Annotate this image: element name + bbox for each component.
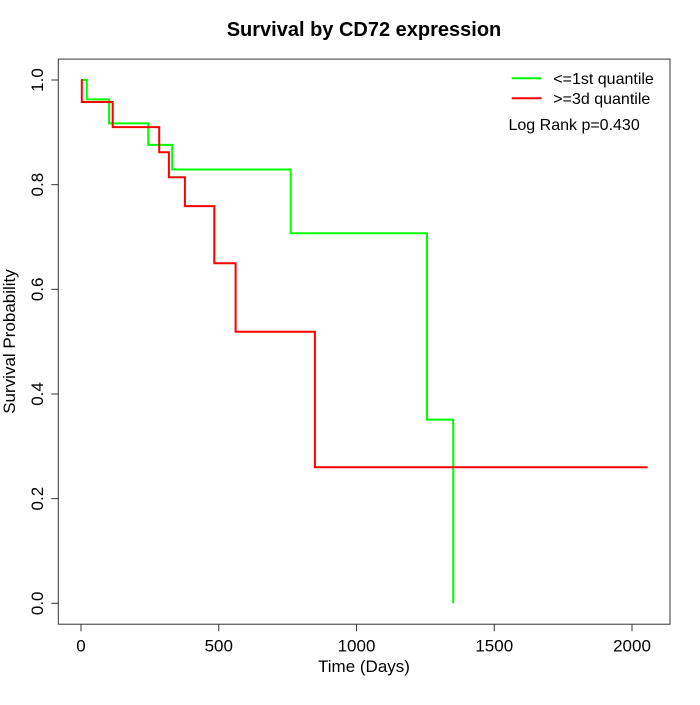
- y-tick-label: 0.0: [28, 591, 47, 615]
- x-axis-ticks: 0 500 1000 1500 2000: [76, 624, 651, 656]
- km-curve-series-0: [81, 79, 455, 604]
- x-tick-label: 0: [76, 637, 85, 656]
- x-tick-label: 1000: [338, 637, 376, 656]
- y-axis-ticks: 0.0 0.2 0.4 0.6 0.8 1.0: [28, 68, 59, 615]
- km-curve-series-1: [80, 79, 648, 469]
- x-tick-label: 500: [205, 637, 233, 656]
- y-axis-label: Survival Probability: [0, 269, 19, 414]
- log-rank-p-value: Log Rank p=0.430: [509, 117, 640, 134]
- y-tick-label: 0.4: [28, 382, 47, 406]
- legend-label-first-quantile: <=1st quantile: [553, 71, 654, 88]
- y-tick-label: 1.0: [28, 68, 47, 92]
- survival-curves: [80, 79, 648, 604]
- legend-label-third-quantile: >=3d quantile: [553, 91, 650, 108]
- plot-box: [57, 58, 671, 625]
- y-tick-label: 0.2: [28, 487, 47, 511]
- y-tick-label: 0.6: [28, 277, 47, 301]
- x-tick-label: 1500: [475, 637, 513, 656]
- x-axis-label: Time (Days): [318, 657, 410, 676]
- chart-title: Survival by CD72 expression: [227, 19, 502, 41]
- legend-line-samples: [511, 77, 542, 100]
- y-tick-label: 0.8: [28, 173, 47, 197]
- x-tick-label: 2000: [613, 637, 651, 656]
